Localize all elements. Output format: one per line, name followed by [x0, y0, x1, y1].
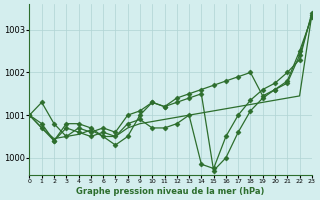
X-axis label: Graphe pression niveau de la mer (hPa): Graphe pression niveau de la mer (hPa) [76, 187, 265, 196]
